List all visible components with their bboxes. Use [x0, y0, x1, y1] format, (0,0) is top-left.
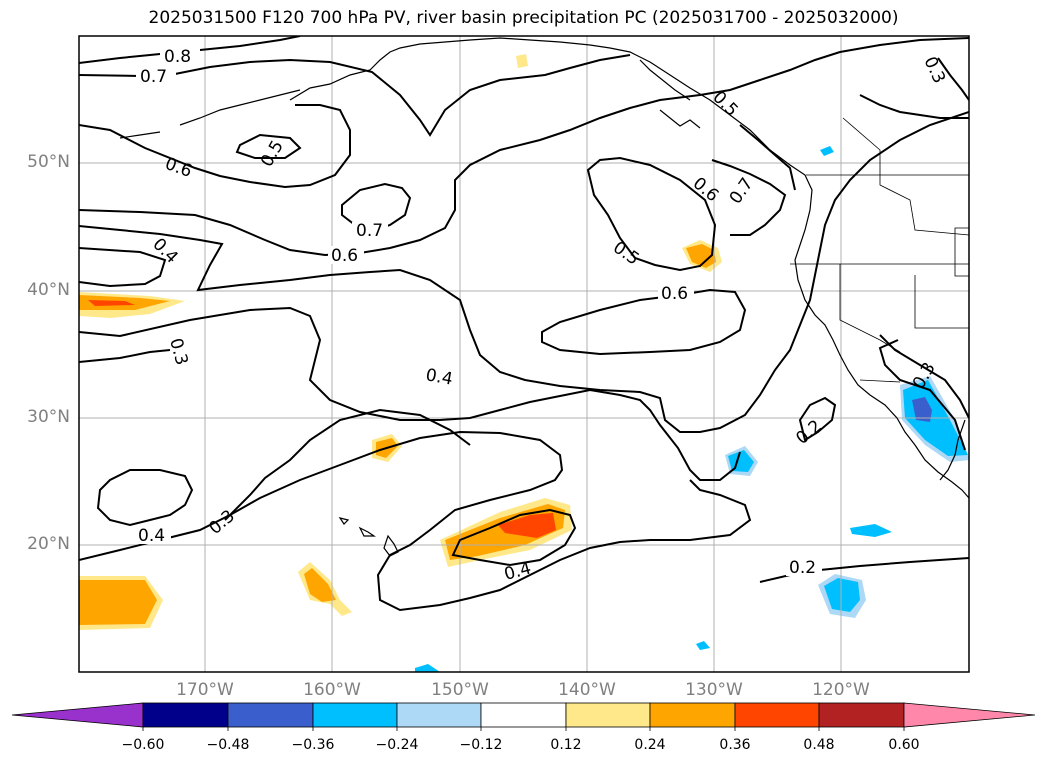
contour-label: 0.4 [138, 526, 165, 546]
contour-label: 0.3 [165, 336, 191, 367]
colorbar [11, 702, 1036, 731]
lon-label: 150°W [431, 680, 489, 700]
precip-anomaly-negative [696, 641, 710, 650]
contour-label: 0.8 [164, 47, 191, 67]
colorbar-tick-label: −0.24 [375, 737, 419, 753]
contour-label: 0.7 [726, 174, 758, 208]
precip-anomaly-negative [912, 397, 932, 422]
lat-label: 20°N [27, 534, 70, 554]
colorbar-tick-label: −0.12 [459, 737, 503, 753]
precip-anomaly-positive [686, 244, 716, 268]
contour-label: 0.6 [689, 174, 723, 207]
contour-label: 0.6 [661, 284, 688, 304]
contour-label: 0.2 [789, 558, 816, 578]
contour-label: 0.6 [331, 246, 358, 266]
contour-label: 0.3 [919, 54, 949, 87]
map-frame [78, 35, 970, 673]
colorbar-tick-label: 0.24 [634, 737, 666, 753]
colorbar-tick-label: 0.60 [888, 737, 920, 753]
contour-label: 0.4 [424, 365, 454, 389]
contour-label: 0.5 [257, 137, 288, 170]
colorbar-extend-low [11, 702, 144, 728]
colorbar-tick-label: 0.36 [719, 737, 751, 753]
precip-anomaly-positive [498, 513, 556, 538]
precip-anomaly-positive [88, 300, 135, 306]
lon-label: 170°W [176, 680, 234, 700]
precip-anomaly-negative [824, 578, 860, 612]
lat-label: 40°N [27, 280, 70, 300]
contour-label: 0.6 [162, 154, 194, 182]
contour-label: 0.4 [502, 559, 533, 585]
colorbar-tick-label: −0.36 [291, 737, 335, 753]
contour-label: 0.4 [148, 234, 181, 267]
pv-contours [79, 36, 969, 612]
precip-anomaly-negative [820, 146, 834, 156]
coastline [119, 37, 969, 557]
lon-label: 120°W [812, 680, 870, 700]
lon-label: 140°W [558, 680, 616, 700]
contour-label: 0.7 [140, 67, 167, 87]
precip-anomaly-negative [850, 524, 892, 537]
map-title: 2025031500 F120 700 hPa PV, river basin … [148, 8, 899, 28]
lat-label: 50°N [27, 152, 70, 172]
graticule [79, 36, 969, 672]
political-borders [790, 117, 969, 383]
precip-anomaly-positive [516, 54, 528, 68]
lat-label: 30°N [27, 407, 70, 427]
precip-anomaly-positive [79, 580, 157, 625]
precip-anomaly-positive [304, 568, 336, 602]
colorbar-tick-label: 0.12 [550, 737, 582, 753]
contour-label: 0.7 [356, 221, 383, 241]
colorbar-tick-label: −0.60 [121, 737, 165, 753]
colorbar-tick-label: 0.48 [803, 737, 835, 753]
contour-label: 0.2 [792, 416, 826, 449]
colorbar-extend-high [903, 702, 1036, 728]
lon-label: 130°W [685, 680, 743, 700]
contour-label: 0.5 [609, 238, 643, 270]
colorbar-tick-label: −0.48 [206, 737, 250, 753]
lon-label: 160°W [303, 680, 361, 700]
precip-anomaly-negative [415, 664, 440, 672]
